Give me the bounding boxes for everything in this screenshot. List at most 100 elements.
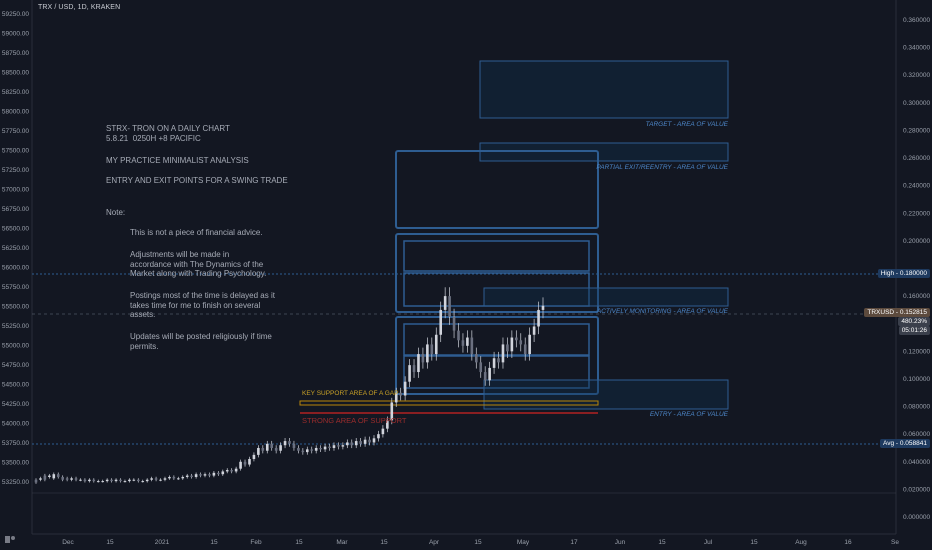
left-tick-label: 53750.00 xyxy=(2,440,29,447)
candle-body xyxy=(448,296,451,317)
entry-label: ENTRY - AREA OF VALUE xyxy=(649,411,728,418)
candle-body xyxy=(274,447,278,451)
candle-body xyxy=(39,478,42,480)
target-label: TARGET - AREA OF VALUE xyxy=(645,121,728,128)
candle-body xyxy=(457,330,460,341)
candle-body xyxy=(132,479,136,481)
candle-body xyxy=(119,479,122,482)
right-tick-label: 0.000000 xyxy=(903,514,930,521)
note-p3: Postings most of the time is delayed as … xyxy=(130,291,275,319)
time-scale[interactable]: Dec 15 2021 15 Feb 15 Mar 15 Apr 15 May 17 Jun 15 Jul 1… xyxy=(62,539,899,546)
candle-body xyxy=(234,468,238,472)
tradingview-logo-icon[interactable] xyxy=(4,532,18,546)
left-tick-label: 57000.00 xyxy=(2,187,29,194)
candles xyxy=(34,287,545,484)
big-box-3[interactable] xyxy=(395,316,599,395)
candle-body xyxy=(96,481,100,483)
candle-body xyxy=(528,334,531,355)
big-box-2[interactable] xyxy=(395,233,599,313)
left-price-scale[interactable]: 59250.00 59000.00 58750.00 58500.00 58250.00… xyxy=(2,11,29,486)
candle-body xyxy=(523,344,527,355)
candle-body xyxy=(501,344,505,363)
monitoring-label: ACTIVELY MONITORING - AREA OF VALUE xyxy=(596,308,728,315)
left-tick-label: 53500.00 xyxy=(2,460,29,467)
candle-body xyxy=(359,441,362,444)
time-tick-label: Aug xyxy=(795,539,807,546)
left-tick-label: 54000.00 xyxy=(2,421,29,428)
candle-body xyxy=(354,441,358,446)
big-box-1[interactable] xyxy=(395,150,599,229)
candle-body xyxy=(74,478,78,480)
candle-body xyxy=(141,481,145,483)
left-tick-label: 58250.00 xyxy=(2,89,29,96)
candle-body xyxy=(346,442,349,446)
time-tick-label: 15 xyxy=(106,539,114,546)
right-price-scale[interactable]: 0.360000 0.340000 0.320000 0.300000 0.280000… xyxy=(903,17,930,521)
candle-body xyxy=(217,472,220,475)
candle-body xyxy=(328,446,331,448)
note-p4: Updates will be posted religiously if ti… xyxy=(130,332,272,351)
target-zone[interactable] xyxy=(479,60,729,119)
candle-body xyxy=(208,474,211,476)
candle-body xyxy=(377,434,380,439)
inner-box-2a[interactable] xyxy=(403,240,590,272)
left-tick-label: 55000.00 xyxy=(2,343,29,350)
candle-body xyxy=(243,461,247,465)
candle-body xyxy=(483,372,487,381)
candle-body xyxy=(105,479,109,482)
candle-body xyxy=(439,309,443,335)
time-tick-label: Apr xyxy=(429,539,440,546)
left-tick-label: 58000.00 xyxy=(2,109,29,116)
candle-body xyxy=(283,441,287,446)
right-tick-label: 0.080000 xyxy=(903,404,930,411)
candle-body xyxy=(212,472,216,476)
last-price-badge: TRXUSD - 0.152815 xyxy=(864,308,930,317)
candle-body xyxy=(270,443,274,448)
time-tick-label: Jun xyxy=(615,539,626,546)
right-tick-label: 0.340000 xyxy=(903,45,930,52)
time-tick-label: 15 xyxy=(474,539,482,546)
high-badge: High - 0.180000 xyxy=(877,269,930,278)
candle-body xyxy=(257,447,260,455)
inner-box-3a[interactable] xyxy=(403,323,590,356)
left-tick-label: 59000.00 xyxy=(2,31,29,38)
candle-body xyxy=(510,337,514,352)
candle-body xyxy=(181,476,185,479)
right-tick-label: 0.060000 xyxy=(903,431,930,438)
entry-zone[interactable] xyxy=(483,379,729,410)
monitoring-zone[interactable] xyxy=(483,287,729,307)
candle-body xyxy=(292,443,296,448)
candle-body xyxy=(341,445,345,447)
right-tick-label: 0.260000 xyxy=(903,155,930,162)
key-support-zone[interactable] xyxy=(299,400,599,406)
candle-body xyxy=(310,449,314,451)
candle-body xyxy=(519,340,523,345)
candle-body xyxy=(390,402,394,421)
avg-badge: Avg - 0.058841 xyxy=(880,439,930,448)
candle-body xyxy=(177,478,180,480)
left-tick-label: 55500.00 xyxy=(2,304,29,311)
left-tick-label: 55250.00 xyxy=(2,323,29,330)
candle-body xyxy=(337,445,340,447)
note-title-2: 5.8.21 0250H +8 PACIFIC xyxy=(106,134,201,143)
time-tick-label: May xyxy=(517,539,530,546)
inner-box-3b[interactable] xyxy=(403,355,590,389)
note-label: Note: xyxy=(106,208,126,217)
time-tick-label: 15 xyxy=(380,539,388,546)
candle-body xyxy=(488,367,491,381)
time-tick-label: 15 xyxy=(750,539,758,546)
left-tick-label: 53250.00 xyxy=(2,479,29,486)
right-tick-label: 0.240000 xyxy=(903,183,930,190)
candle-body xyxy=(70,478,73,480)
time-tick-label: 16 xyxy=(844,539,852,546)
right-tick-label: 0.120000 xyxy=(903,348,930,355)
right-tick-label: 0.040000 xyxy=(903,459,930,466)
candle-body xyxy=(194,474,198,477)
candle-body xyxy=(230,470,233,472)
candle-body xyxy=(301,450,305,453)
left-tick-label: 57500.00 xyxy=(2,148,29,155)
candle-body xyxy=(319,447,322,450)
symbol-header[interactable]: TRX / USD, 1D, KRAKEN xyxy=(38,4,121,11)
